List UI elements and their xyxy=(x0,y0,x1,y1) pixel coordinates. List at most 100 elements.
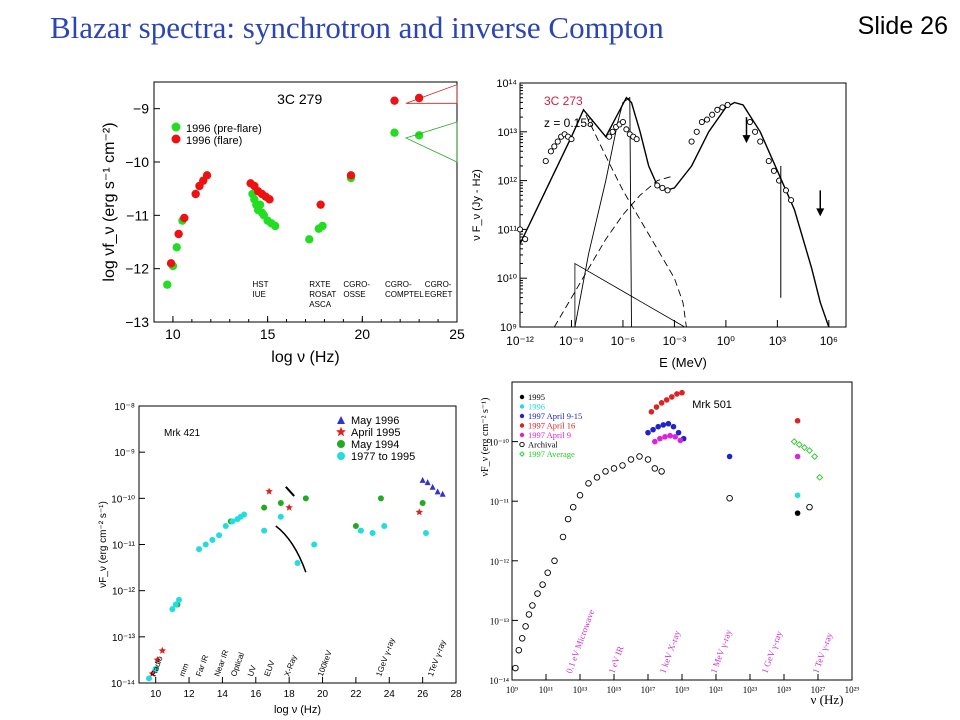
data-point xyxy=(714,106,721,113)
data-point xyxy=(795,441,803,449)
legend-marker xyxy=(519,432,525,438)
data-point xyxy=(241,511,248,518)
data-point xyxy=(655,423,661,430)
data-point xyxy=(627,456,635,463)
model-curve xyxy=(574,96,632,328)
model-curve xyxy=(519,108,687,328)
data-point xyxy=(679,389,685,396)
band-label: Near IR xyxy=(213,648,231,677)
data-point xyxy=(648,409,655,415)
y-tick-label: 10⁻⁹ xyxy=(114,448,135,459)
x-tick-label: 10¹¹ xyxy=(539,685,554,695)
x-axis-label: E (MeV) xyxy=(659,355,707,370)
data-point xyxy=(414,131,424,140)
data-point xyxy=(645,429,651,436)
data-point xyxy=(703,116,711,123)
data-point xyxy=(176,596,183,603)
data-point xyxy=(191,189,200,199)
x-tick-label: 10²⁵ xyxy=(777,685,792,695)
data-point xyxy=(512,664,519,672)
y-tick-label: −9 xyxy=(133,101,149,117)
data-point xyxy=(172,243,181,252)
slide-number: Slide 26 xyxy=(857,12,948,40)
data-point xyxy=(542,158,549,165)
band-label: Far IR xyxy=(194,654,210,678)
y-tick-label: 10¹³ xyxy=(497,127,517,139)
x-tick-label: 12 xyxy=(183,689,195,700)
y-axis-label: νF_ν (erg cm⁻² s⁻¹) xyxy=(98,501,109,588)
x-tick-label: 10¹⁹ xyxy=(675,685,690,695)
bow-tie xyxy=(404,121,458,163)
data-point xyxy=(152,666,159,673)
data-point xyxy=(551,557,558,565)
data-point xyxy=(800,444,808,451)
x-tick-label: 10³ xyxy=(769,334,786,348)
data-point xyxy=(659,184,666,191)
x-tick-label: 10 xyxy=(150,689,162,700)
data-point xyxy=(654,182,661,189)
y-tick-label: 10¹¹ xyxy=(497,224,517,236)
legend-marker xyxy=(519,451,525,457)
data-point xyxy=(265,195,274,204)
legend-label: 1977 to 1995 xyxy=(351,451,415,463)
band-label: CGRO- xyxy=(343,280,370,289)
legend-label: Archival xyxy=(528,440,558,450)
band-label: IUE xyxy=(252,290,265,299)
data-point xyxy=(719,104,726,111)
data-point xyxy=(429,483,436,490)
data-point xyxy=(794,510,801,516)
data-point xyxy=(667,432,673,439)
data-point xyxy=(606,133,613,140)
x-tick-label: 24 xyxy=(384,689,396,700)
data-point xyxy=(564,515,572,523)
data-point xyxy=(196,546,203,553)
data-point xyxy=(677,437,684,444)
x-axis-label: log ν (Hz) xyxy=(274,704,321,716)
data-point xyxy=(522,623,529,630)
data-point xyxy=(311,541,318,548)
band-label: ASCA xyxy=(309,300,331,309)
data-point xyxy=(610,465,618,472)
data-point xyxy=(148,669,157,677)
data-point xyxy=(619,462,626,469)
data-point xyxy=(653,404,660,410)
data-point xyxy=(674,391,680,397)
band-label: 1GeV γ-ray xyxy=(374,637,396,678)
band-label: 1 keV X-ray xyxy=(657,629,682,675)
data-point xyxy=(806,447,813,454)
data-point xyxy=(644,456,652,463)
legend-label: 1995 xyxy=(528,392,545,402)
xray-curve xyxy=(285,486,295,497)
band-label: 1TeV γ-ray xyxy=(426,639,448,678)
legend-label: 1997 Average xyxy=(528,449,575,459)
data-point xyxy=(770,167,777,174)
data-point xyxy=(547,148,554,155)
chart-subtitle: z = 0.158 xyxy=(544,116,594,130)
x-tick-label: 20 xyxy=(355,326,371,342)
chart-title: Mrk 501 xyxy=(692,399,732,411)
data-point xyxy=(746,118,753,126)
data-point xyxy=(305,235,314,244)
y-axis-label: ν F_ν (Jy - Hz) xyxy=(471,169,483,241)
band-label: 1 MeV γ-ray xyxy=(708,628,733,675)
data-point xyxy=(271,221,280,231)
plot-frame xyxy=(138,405,457,684)
chart-3c279: 10 15 20 25 −13 −12 −11 −10 −9 log ν (Hz) log νf_ν… xyxy=(101,81,465,366)
data-point xyxy=(381,523,388,530)
data-point xyxy=(752,128,759,135)
band-label: CGRO- xyxy=(425,280,452,289)
data-point xyxy=(172,601,179,608)
data-point xyxy=(294,559,301,566)
data-point xyxy=(806,503,813,511)
x-tick-label: 10¹⁵ xyxy=(607,685,622,695)
x-tick-label: 10²³ xyxy=(743,685,758,695)
y-axis-label: νF_ν (erg cm⁻² s⁻¹) xyxy=(480,397,491,476)
data-point xyxy=(265,487,273,495)
component-curve xyxy=(574,262,685,328)
data-point xyxy=(816,473,824,481)
data-point xyxy=(209,536,216,543)
data-point xyxy=(790,438,798,446)
data-point xyxy=(794,453,801,460)
data-point xyxy=(576,491,584,499)
x-tick-label: 14 xyxy=(217,689,229,700)
